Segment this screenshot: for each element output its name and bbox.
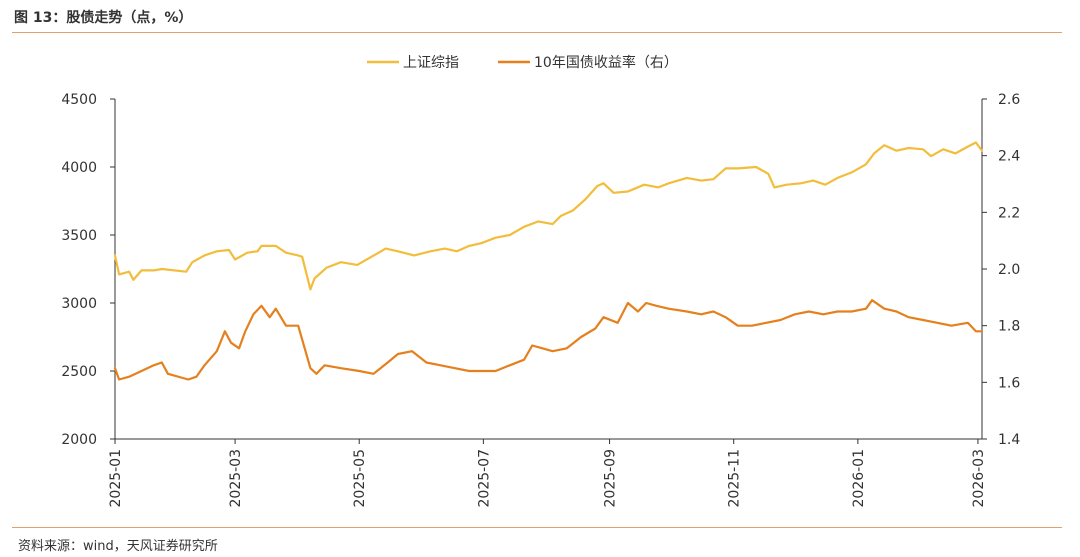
legend-label: 上证综指	[403, 55, 459, 71]
x-tick-label: 2025-03	[228, 449, 244, 508]
bottom-divider	[12, 527, 1062, 528]
x-tick-label: 2025-09	[603, 449, 619, 508]
left-y-tick-label: 3500	[61, 228, 97, 244]
right-y-tick-label: 1.4	[998, 432, 1020, 448]
equity-index-line	[113, 141, 984, 291]
legend-label: 10年国债收益率（右）	[534, 54, 678, 71]
right-y-tick-label: 1.8	[998, 319, 1020, 335]
left-y-tick-label: 2500	[61, 364, 97, 380]
x-tick-label: 2026-01	[851, 449, 867, 508]
x-tick-label: 2025-11	[727, 449, 743, 508]
figure-title: 图 13：股债走势（点，%）	[14, 10, 193, 26]
left-y-tick-label: 3000	[61, 296, 97, 312]
chart-series	[113, 141, 984, 381]
right-y-tick-label: 2.0	[998, 262, 1020, 278]
right-y-tick-label: 2.2	[998, 205, 1020, 221]
x-tick-label: 2025-07	[476, 449, 492, 508]
top-divider	[12, 32, 1062, 33]
x-tick-label: 2026-03	[971, 449, 987, 508]
left-y-tick-label: 4000	[61, 160, 97, 176]
bond-yield-line	[113, 299, 984, 381]
left-y-tick-label: 4500	[61, 92, 97, 108]
chart-legend: 上证综指 10年国债收益率（右）	[367, 54, 678, 71]
right-y-tick-label: 1.6	[998, 375, 1020, 391]
right-y-tick-label: 2.4	[998, 149, 1020, 165]
source-note: 资料来源：wind，天风证券研究所	[18, 539, 218, 554]
x-tick-label: 2025-01	[108, 449, 124, 508]
x-tick-label: 2025-05	[352, 449, 368, 508]
right-y-tick-label: 2.6	[998, 92, 1020, 108]
left-y-tick-label: 2000	[61, 432, 97, 448]
chart-axes: 2000 2500 3000 3500 4000 4500 1.4 1.6 1.8 2.0 2.2 2…	[61, 92, 1020, 508]
